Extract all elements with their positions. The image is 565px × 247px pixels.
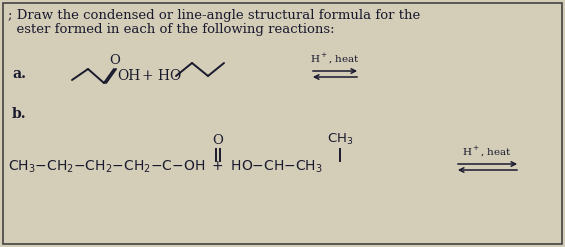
Text: O: O: [212, 134, 223, 147]
Text: $\mathrm{CH_3}$: $\mathrm{CH_3}$: [327, 132, 353, 147]
Text: OH: OH: [117, 69, 140, 83]
Text: ester formed in each of the following reactions:: ester formed in each of the following re…: [8, 23, 334, 36]
Text: a.: a.: [12, 67, 26, 81]
FancyBboxPatch shape: [3, 3, 562, 244]
Text: b.: b.: [12, 107, 27, 121]
Text: O: O: [110, 54, 120, 67]
Text: + HO: + HO: [142, 69, 181, 83]
Text: ; Draw the condensed or line-angle structural formula for the: ; Draw the condensed or line-angle struc…: [8, 9, 420, 22]
Text: H$^+$, heat: H$^+$, heat: [462, 144, 512, 158]
Text: H$^+$, heat: H$^+$, heat: [310, 51, 360, 65]
Text: $\mathrm{CH_3{-}CH_2{-}CH_2{-}CH_2{-}C{-}OH\ +\ HO{-}CH{-}CH_3}$: $\mathrm{CH_3{-}CH_2{-}CH_2{-}CH_2{-}C{-…: [8, 159, 323, 175]
